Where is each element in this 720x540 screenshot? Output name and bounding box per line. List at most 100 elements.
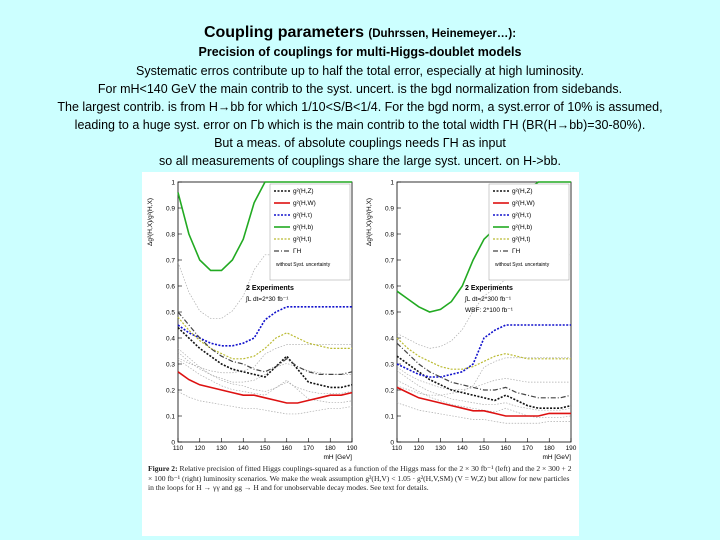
legend-box xyxy=(488,183,570,281)
y-tick-label: 0 xyxy=(390,440,394,447)
series-nosyst-line xyxy=(177,359,353,404)
body-line-2: For mH<140 GeV the main contrib to the s… xyxy=(97,82,623,96)
legend-label: ΓH xyxy=(293,248,302,255)
title-main: Coupling parameters xyxy=(203,24,364,41)
series-line-ZZ xyxy=(177,327,353,389)
legend-label: g²(H,b) xyxy=(512,224,532,231)
y-axis-label: Δg²(H,X)/g²(H,X) xyxy=(366,198,373,246)
x-tick-label: 180 xyxy=(544,445,555,452)
legend-label: without Syst. uncertainty xyxy=(276,262,331,268)
y-tick-label: 0.7 xyxy=(385,258,394,265)
y-tick-label: 0.3 xyxy=(385,362,394,369)
x-tick-label: 180 xyxy=(325,445,336,452)
plot-annotation: ∫L dt=2*30 fb⁻¹ xyxy=(245,296,289,303)
slide-subtitle: Precision of couplings for multi-Higgs-d… xyxy=(198,45,522,59)
x-tick-label: 140 xyxy=(457,445,468,452)
y-tick-label: 0.8 xyxy=(166,232,175,239)
series-nosyst-line xyxy=(396,379,572,419)
legend-box xyxy=(269,183,351,281)
legend-label: g²(H,τ) xyxy=(293,212,312,219)
y-tick-label: 0.2 xyxy=(166,388,175,395)
y-tick-label: 0.4 xyxy=(385,336,394,343)
y-tick-label: 1 xyxy=(171,180,175,187)
x-tick-label: 130 xyxy=(435,445,446,452)
series-line-t xyxy=(396,337,571,370)
series-line-GammaH xyxy=(177,311,353,375)
caption-label: Figure 2: xyxy=(148,464,178,473)
series-nosyst-line xyxy=(396,402,571,424)
series-line-b xyxy=(396,181,571,313)
series-nosyst-line xyxy=(177,348,353,394)
series-line-b xyxy=(177,181,352,272)
x-tick-label: 110 xyxy=(173,445,184,452)
legend-label: g²(H,b) xyxy=(293,224,313,231)
y-tick-label: 0.9 xyxy=(385,206,394,213)
body-line-1: Systematic erros contribute up to half t… xyxy=(136,64,584,78)
x-tick-label: 190 xyxy=(347,445,358,452)
x-axis-label: mH [GeV] xyxy=(542,454,571,461)
x-tick-label: 110 xyxy=(392,445,403,452)
x-tick-label: 140 xyxy=(238,445,249,452)
plot-annotation: ∫L dt=2*300 fb⁻¹ xyxy=(464,296,512,303)
x-tick-label: 170 xyxy=(303,445,314,452)
y-tick-label: 0.6 xyxy=(166,284,175,291)
series-line-tau xyxy=(396,324,571,378)
x-tick-label: 160 xyxy=(281,445,292,452)
x-tick-label: 130 xyxy=(216,445,227,452)
y-tick-label: 0.9 xyxy=(166,206,175,213)
x-tick-label: 190 xyxy=(566,445,577,452)
y-axis-label: Δg²(H,X)/g²(H,X) xyxy=(147,198,154,246)
y-tick-label: 0.5 xyxy=(385,310,394,317)
y-tick-label: 0.1 xyxy=(385,414,394,421)
series-nosyst-line xyxy=(177,351,352,383)
series-line-GammaH xyxy=(396,342,572,399)
x-tick-label: 120 xyxy=(194,445,205,452)
figure: 0 0.1 0.2 0.3 0.4 0.5 0.6 0.7 0.8 0.9 1 110 120 130 14… xyxy=(142,172,579,536)
title-authors: (Duhrssen, Heinemeyer…): xyxy=(368,28,517,40)
series-line-WW xyxy=(396,386,571,417)
series-nosyst-line xyxy=(177,344,352,374)
y-tick-label: 0.4 xyxy=(166,336,175,343)
legend-label: g²(H,τ) xyxy=(512,212,531,219)
legend-label: g²(H,Z) xyxy=(293,188,314,195)
legend-label: without Syst. uncertainty xyxy=(495,262,550,268)
chart-left: 0 0.1 0.2 0.3 0.4 0.5 0.6 0.7 0.8 0.9 1 110 120 130 14… xyxy=(147,180,358,462)
caption-text: Relative precision of fitted Higgs coupl… xyxy=(148,464,572,493)
legend-label: g²(H,t) xyxy=(293,236,311,243)
legend-label: g²(H,W) xyxy=(512,200,535,207)
x-tick-label: 150 xyxy=(260,445,271,452)
series-nosyst-line xyxy=(396,366,571,390)
plot-annotation: WBF: 2*100 fb⁻¹ xyxy=(465,307,514,314)
x-tick-label: 170 xyxy=(522,445,533,452)
figure-caption: Figure 2: Relative precision of fitted H… xyxy=(142,464,579,493)
y-tick-label: 0.7 xyxy=(166,258,175,265)
legend-label: g²(H,t) xyxy=(512,236,530,243)
y-tick-label: 1 xyxy=(390,180,394,187)
series-line-ZZ xyxy=(396,355,572,409)
series-nosyst-line xyxy=(177,391,353,415)
plot-annotation: 2 Experiments xyxy=(246,285,294,292)
chart-right: 0 0.1 0.2 0.3 0.4 0.5 0.6 0.7 0.8 0.9 1 110 120 130 14… xyxy=(366,180,577,462)
series-nosyst-line xyxy=(396,357,571,396)
y-tick-label: 0 xyxy=(171,440,175,447)
y-tick-label: 0.6 xyxy=(385,284,394,291)
y-tick-label: 0.3 xyxy=(166,362,175,369)
body-line-4: leading to a huge syst. error on Γb whic… xyxy=(74,118,646,132)
body-line-5: But a meas. of absolute couplings needs … xyxy=(214,136,506,150)
slide-title: Coupling parameters (Duhrssen, Heinemeye… xyxy=(0,24,720,42)
body-line-6: so all measurements of couplings share t… xyxy=(159,154,561,168)
plot-annotation: 2 Experiments xyxy=(465,285,513,292)
body-line-3: The largest contrib. is from H→bb for wh… xyxy=(57,100,663,114)
series-line-tau xyxy=(177,306,352,347)
legend-label: g²(H,W) xyxy=(293,200,316,207)
series-nosyst-line xyxy=(396,370,572,411)
legend-label: ΓH xyxy=(512,248,521,255)
y-tick-label: 0.5 xyxy=(166,310,175,317)
y-tick-label: 0.2 xyxy=(385,388,394,395)
x-tick-label: 120 xyxy=(413,445,424,452)
y-tick-label: 0.1 xyxy=(166,414,175,421)
x-axis-label: mH [GeV] xyxy=(323,454,352,461)
legend-label: g²(H,Z) xyxy=(512,188,533,195)
y-tick-label: 0.8 xyxy=(385,232,394,239)
x-tick-label: 150 xyxy=(479,445,490,452)
